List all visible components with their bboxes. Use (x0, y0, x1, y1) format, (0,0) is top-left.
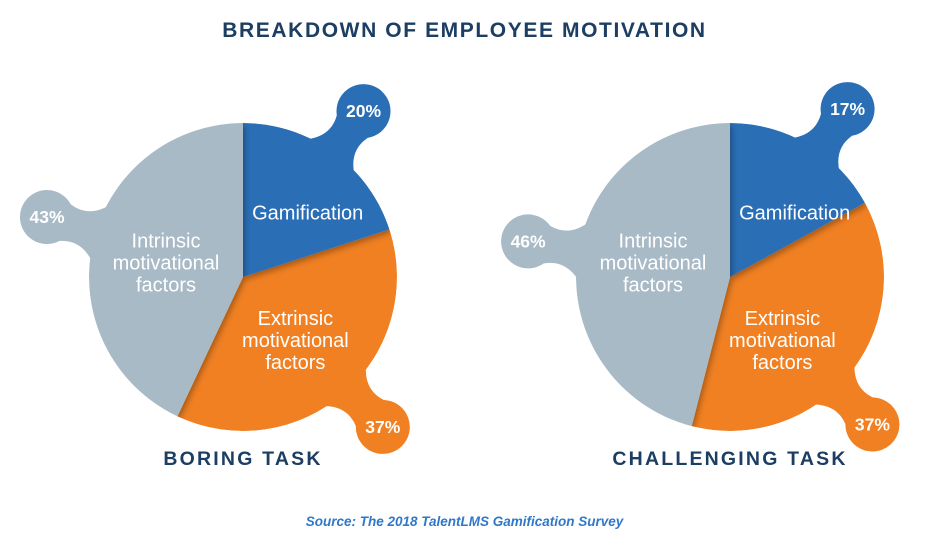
slice-label-extrinsic-motivational-factors-line2: factors (265, 352, 325, 374)
slice-intrinsic-motivational-factors (576, 123, 730, 427)
source-note: Source: The 2018 TalentLMS Gamification … (305, 514, 624, 529)
slice-label-gamification-line0: Gamification (252, 202, 363, 224)
slice-label-extrinsic-motivational-factors-line0: Extrinsic (745, 308, 821, 330)
callout-bubble-extrinsic-motivational-factors (812, 364, 900, 452)
slice-label-intrinsic-motivational-factors-line2: factors (136, 274, 196, 296)
slice-label-intrinsic-motivational-factors-line2: factors (623, 274, 683, 296)
slice-label-gamification-line0: Gamification (739, 202, 850, 224)
challenging-task-label: CHALLENGING TASK (612, 448, 848, 470)
boring-task-label: BORING TASK (163, 448, 323, 470)
slice-label-intrinsic-motivational-factors-line0: Intrinsic (132, 230, 201, 252)
slice-extrinsic-motivational-factors (691, 202, 884, 431)
slice-label-intrinsic-motivational-factors-line0: Intrinsic (619, 230, 688, 252)
slice-label-extrinsic-motivational-factors-line0: Extrinsic (258, 308, 334, 330)
callout-value-intrinsic-motivational-factors: 46% (511, 231, 546, 251)
callout-value-intrinsic-motivational-factors: 43% (29, 207, 64, 227)
boring-task-pie-chart: GamificationExtrinsicmotivationalfactors… (19, 84, 410, 454)
slice-extrinsic-motivational-factors (177, 229, 397, 431)
slice-intrinsic-motivational-factors (89, 123, 243, 417)
pie-slices (89, 123, 397, 431)
slice-label-intrinsic-motivational-factors-line1: motivational (113, 252, 220, 274)
challenging-task-chart: Gamification Extrinsic motivational factors… (498, 77, 929, 497)
callout-value-gamification: 20% (346, 101, 381, 121)
slice-label-intrinsic-motivational-factors-line1: motivational (600, 252, 707, 274)
challenging-task-pie-chart: GamificationExtrinsicmotivationalfactors… (501, 82, 900, 452)
slice-gamification (730, 123, 865, 277)
pie-slices (576, 123, 884, 431)
callout-bubble-intrinsic-motivational-factors (501, 214, 589, 280)
callout-value-extrinsic-motivational-factors: 37% (855, 415, 890, 435)
callout-bubble-intrinsic-motivational-factors (19, 190, 109, 262)
callout-bubbles (19, 84, 410, 454)
slice-gamification (243, 123, 390, 277)
boring-task-chart: Gamification Extrinsic motivational factors… (11, 77, 475, 497)
slice-label-extrinsic-motivational-factors-line1: motivational (729, 330, 836, 352)
callout-bubble-gamification (307, 84, 391, 174)
callout-bubble-extrinsic-motivational-factors (323, 366, 410, 454)
callout-value-extrinsic-motivational-factors: 37% (365, 417, 400, 437)
page-title: BREAKDOWN OF EMPLOYEE MOTIVATION (222, 19, 707, 42)
slice-label-extrinsic-motivational-factors-line1: motivational (242, 330, 349, 352)
slice-label-extrinsic-motivational-factors-line2: factors (752, 352, 812, 374)
callout-value-gamification: 17% (830, 99, 865, 119)
